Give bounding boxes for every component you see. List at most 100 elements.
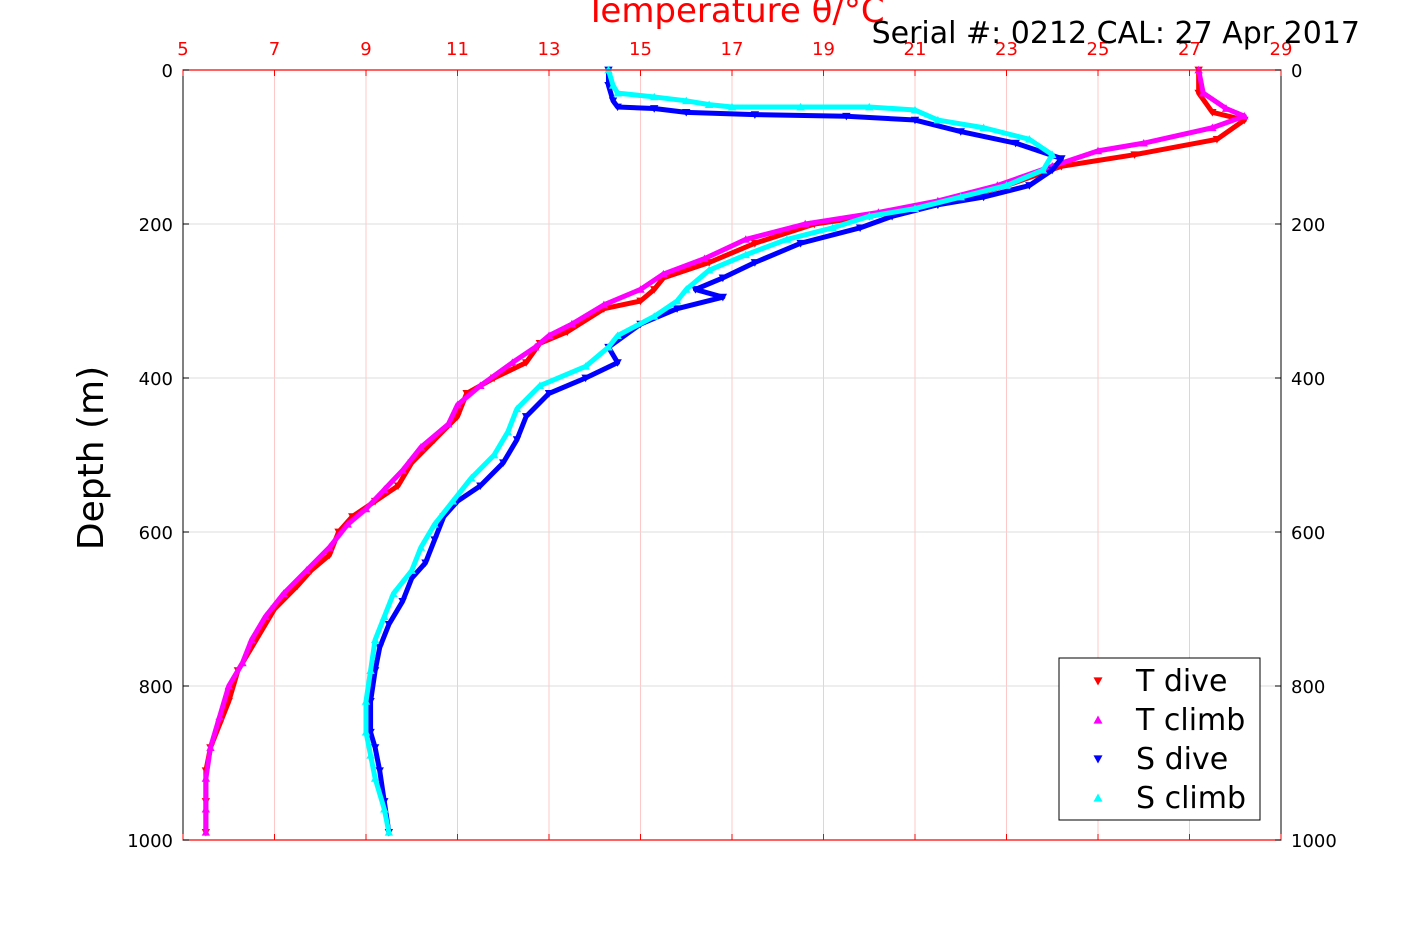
data-point	[741, 250, 750, 259]
data-point	[782, 235, 792, 243]
data-point	[398, 597, 407, 606]
data-point	[1240, 112, 1249, 120]
serial-annotation: Serial #: 0212 CAL: 27 Apr 2017	[872, 16, 1360, 51]
data-point	[380, 612, 389, 621]
legend-marker	[1093, 793, 1103, 802]
data-point	[563, 328, 572, 336]
data-point	[453, 400, 462, 409]
data-point	[512, 436, 522, 444]
data-point	[384, 828, 394, 836]
data-point	[206, 743, 215, 751]
data-point	[508, 358, 517, 366]
data-point	[201, 828, 211, 836]
data-point	[636, 297, 645, 306]
data-point	[430, 520, 439, 528]
y-tick-label-left: 800	[139, 677, 173, 698]
data-point	[1025, 135, 1034, 143]
legend-label: S dive	[1136, 742, 1228, 777]
data-point	[933, 115, 943, 124]
data-point	[613, 331, 622, 340]
data-point	[581, 362, 590, 370]
x-tick-label: 5	[177, 39, 188, 60]
data-point	[581, 374, 590, 383]
data-point	[650, 286, 659, 294]
data-point	[325, 543, 334, 551]
grid-lines	[183, 70, 1281, 840]
data-point	[855, 224, 865, 233]
data-point	[796, 102, 805, 111]
data-point	[380, 485, 389, 494]
data-point	[650, 92, 659, 101]
data-point	[910, 116, 920, 125]
x-tick-label: 23	[995, 39, 1018, 60]
y-tick-label-right: 600	[1291, 523, 1325, 544]
data-point	[521, 359, 531, 367]
data-point	[750, 111, 760, 119]
data-point	[1093, 146, 1103, 155]
data-point	[650, 105, 659, 113]
series-t-climb	[201, 65, 1249, 836]
data-point	[613, 359, 622, 367]
data-point	[636, 285, 645, 293]
data-point	[718, 293, 728, 302]
data-point	[444, 420, 453, 428]
data-point	[535, 381, 545, 390]
data-point	[1212, 135, 1222, 144]
data-point	[393, 482, 403, 490]
data-point	[910, 105, 920, 114]
data-point	[1002, 181, 1011, 189]
data-point	[650, 312, 659, 320]
data-point	[489, 450, 499, 459]
data-point	[416, 443, 426, 451]
data-point	[682, 285, 691, 293]
data-point	[842, 112, 851, 121]
data-point	[1208, 123, 1217, 132]
data-point	[238, 658, 247, 667]
data-point	[247, 635, 256, 644]
legend-box	[1058, 657, 1261, 821]
legend: T dive T climb S dive S climb	[1058, 657, 1261, 821]
data-point	[370, 635, 380, 644]
data-point	[672, 305, 682, 313]
y-tick-label-left: 400	[139, 369, 173, 390]
data-point	[375, 644, 384, 652]
data-point	[215, 712, 224, 721]
x-tick-label: 15	[629, 39, 652, 60]
y-tick-label-right: 400	[1291, 369, 1325, 390]
data-point	[343, 520, 352, 528]
x-tick-label: 13	[538, 39, 561, 60]
legend-marker	[1093, 715, 1103, 724]
y-tick-label-left: 1000	[127, 831, 173, 852]
data-point	[613, 88, 622, 97]
x-tick-label: 19	[812, 39, 835, 60]
y-axis-label: Depth (m)	[71, 366, 112, 550]
data-point	[302, 566, 311, 574]
data-point	[1048, 150, 1057, 159]
data-point	[512, 404, 522, 413]
data-point	[370, 744, 380, 752]
data-point	[499, 459, 508, 467]
data-point	[476, 381, 485, 390]
data-point	[750, 259, 760, 267]
data-point	[727, 102, 737, 111]
data-point	[956, 128, 965, 136]
x-tick-label: 25	[1087, 39, 1110, 60]
legend-label: T climb	[1135, 703, 1245, 738]
data-point	[1057, 155, 1066, 163]
data-point	[718, 274, 728, 283]
data-point	[366, 666, 375, 674]
data-point	[421, 559, 430, 567]
data-point	[430, 536, 439, 544]
y-tick-label-right: 200	[1291, 215, 1325, 236]
x-tick-label: 7	[269, 39, 280, 60]
x-tick-label: 27	[1178, 39, 1201, 60]
data-point	[531, 343, 540, 351]
data-point	[910, 204, 920, 212]
y-tick-label-left: 600	[139, 523, 173, 544]
data-point	[325, 551, 334, 560]
x-tick-label: 29	[1270, 39, 1293, 60]
data-point	[604, 343, 613, 351]
series-s-climb	[361, 65, 1057, 836]
data-point	[599, 300, 609, 309]
data-point	[1199, 88, 1208, 97]
